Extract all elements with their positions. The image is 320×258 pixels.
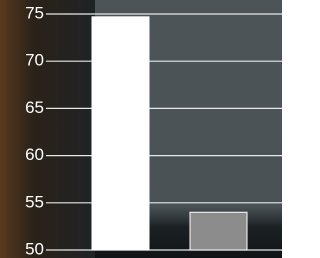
y-tick-label: 70 [25,51,44,70]
y-tick-label: 50 [25,239,44,258]
chart: 50 55 60 65 70 75 [0,0,282,258]
background-photo [0,0,95,258]
y-tick-label: 75 [25,3,44,22]
y-tick-label: 60 [25,145,44,164]
bar [92,17,149,250]
y-tick-label: 65 [25,98,44,117]
y-tick-label: 55 [25,192,44,211]
bar [190,212,247,250]
